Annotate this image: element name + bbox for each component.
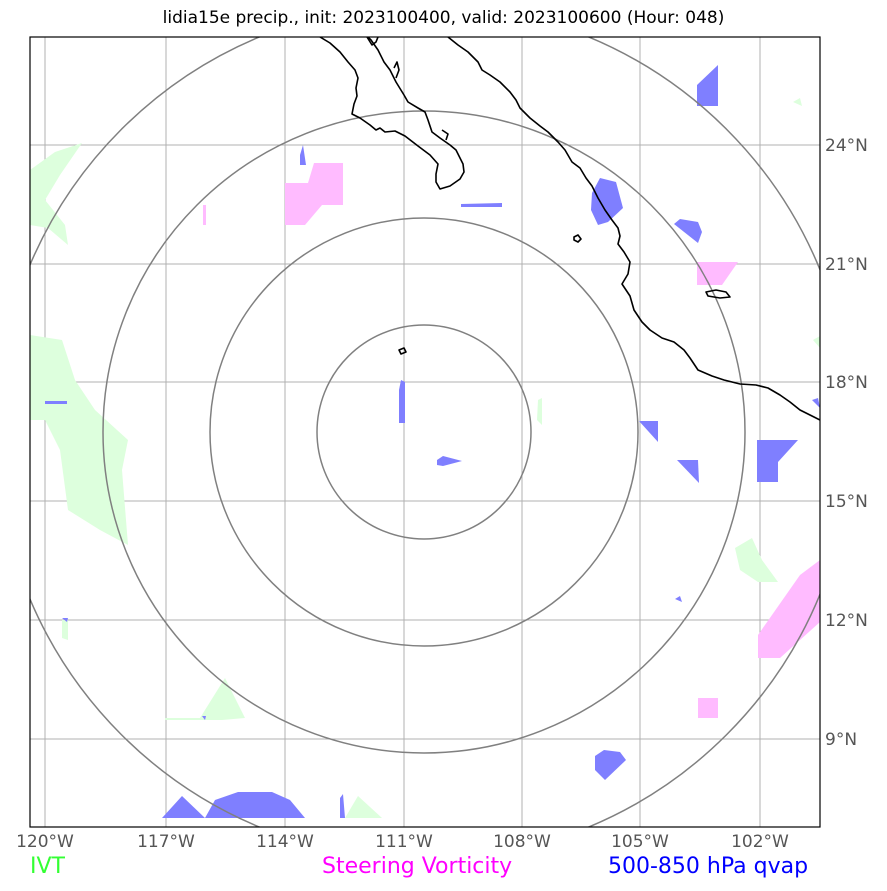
qvap-region	[437, 456, 462, 466]
lat-tick-label: 18°N	[825, 373, 868, 393]
qvap-region	[162, 792, 305, 818]
qvap-region	[461, 203, 502, 207]
ivt-region	[537, 398, 542, 425]
graticule	[30, 37, 820, 827]
coast-detail	[705, 289, 731, 299]
vorticity-region	[758, 560, 820, 658]
lat-tick-label: 21°N	[825, 255, 868, 275]
ivt-region	[735, 538, 778, 582]
legend-qvap: 500-850 hPa qvap	[608, 854, 809, 879]
qvap-region	[639, 421, 658, 442]
vorticity-region	[285, 163, 343, 225]
ivt-region	[30, 143, 82, 245]
qvap-region	[677, 460, 699, 483]
map-title: lidia15e precip., init: 2023100400, vali…	[162, 8, 725, 28]
qvap-region	[595, 750, 626, 780]
coast-detail	[441, 129, 449, 141]
qvap-region	[45, 401, 67, 404]
ivt-region	[165, 678, 245, 720]
vorticity-contours	[203, 163, 820, 718]
coast-detail	[393, 61, 400, 79]
isla-angel-de-la-guarda	[366, 37, 379, 46]
ivt-region	[345, 796, 382, 818]
qvap-contours	[45, 65, 820, 818]
ivt-region	[813, 336, 820, 348]
lat-tick-label: 12°N	[825, 611, 868, 631]
qvap-region	[399, 380, 405, 423]
qvap-region	[757, 440, 798, 482]
range-ring-3	[102, 110, 746, 754]
ivt-region	[793, 98, 802, 106]
coastlines	[319, 37, 820, 421]
ivt-contours	[30, 98, 820, 818]
qvap-region	[202, 716, 206, 720]
qvap-region	[591, 178, 623, 225]
baja-california-coast	[319, 37, 465, 190]
legend-steering-vorticity: Steering Vorticity	[322, 854, 513, 879]
vorticity-region	[697, 262, 738, 285]
mainland-mexico-coast	[447, 37, 820, 421]
range-ring-2	[209, 217, 639, 647]
qvap-region	[300, 145, 306, 165]
qvap-region	[340, 794, 345, 818]
qvap-region	[62, 618, 68, 622]
vorticity-region	[698, 698, 718, 718]
tres-marias-island	[573, 234, 582, 243]
lon-tick-label: 111°W	[375, 832, 433, 852]
ivt-region	[30, 335, 128, 545]
lon-tick-label: 105°W	[611, 832, 669, 852]
lat-tick-label: 24°N	[825, 136, 868, 156]
map-frame	[29, 36, 821, 828]
vorticity-region	[203, 205, 206, 225]
lon-tick-label: 102°W	[731, 832, 789, 852]
lon-tick-label: 108°W	[493, 832, 551, 852]
qvap-region	[675, 596, 682, 602]
lat-tick-labels: 24°N 21°N 18°N 15°N 12°N 9°N	[825, 136, 868, 750]
range-rings	[30, 37, 820, 827]
range-ring-4	[30, 37, 820, 827]
lat-tick-label: 9°N	[825, 730, 857, 750]
qvap-region	[812, 398, 820, 408]
lon-tick-label: 114°W	[256, 832, 314, 852]
ivt-region	[62, 620, 68, 640]
legend-ivt: IVT	[30, 854, 65, 879]
lon-tick-labels: 120°W 117°W 114°W 111°W 108°W 105°W 102°…	[16, 832, 789, 852]
qvap-region	[674, 219, 702, 243]
lat-tick-label: 15°N	[825, 492, 868, 512]
range-ring-1	[316, 324, 532, 540]
qvap-region	[697, 65, 718, 106]
socorro-island	[398, 347, 407, 355]
lon-tick-label: 120°W	[16, 832, 74, 852]
lon-tick-label: 117°W	[137, 832, 195, 852]
